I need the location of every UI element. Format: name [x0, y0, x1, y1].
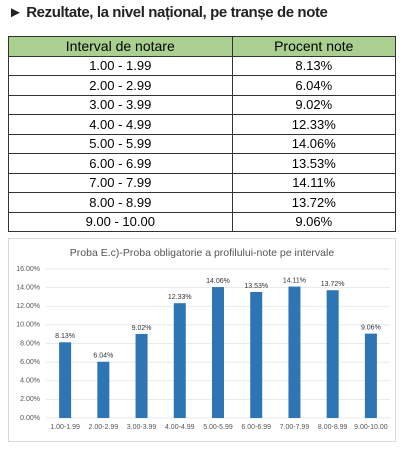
bar: [288, 286, 301, 418]
y-tick-label: 4.00%: [20, 378, 40, 385]
table-row: 2.00 - 2.99 6.04%: [8, 75, 397, 96]
table-row: 7.00 - 7.99 14.11%: [8, 172, 397, 193]
bar: [326, 290, 339, 418]
table-cell: 3.00 - 3.99: [8, 94, 233, 115]
results-table: Interval de notare Procent note 1.00 - 1.9…: [8, 36, 397, 232]
x-tick-label: 5.00-5.99: [203, 424, 233, 431]
table-cell: 9.02%: [231, 94, 397, 115]
table-cell: 14.06%: [231, 133, 397, 154]
bar: [212, 287, 224, 418]
value-label: 13.53%: [244, 283, 268, 290]
bar: [364, 333, 377, 418]
y-tick-label: 10.00%: [16, 322, 40, 329]
x-tick-label: 6.00-6.99: [241, 424, 271, 431]
table-row: 3.00 - 3.99 9.02%: [8, 94, 397, 115]
table-row: 5.00 - 5.99 14.06%: [8, 133, 397, 154]
table-cell: 13.53%: [231, 153, 397, 174]
y-tick-label: 6.00%: [20, 359, 40, 366]
x-tick-label: 1.00-1.99: [50, 424, 80, 431]
table-cell: 6.04%: [231, 75, 397, 96]
table-cell: 1.00 - 1.99: [8, 55, 233, 76]
y-tick-label: 16.00%: [16, 266, 40, 273]
x-tick-label: 4.00-4.99: [165, 424, 195, 431]
table-cell: 4.00 - 4.99: [8, 114, 233, 135]
value-label: 14.11%: [283, 277, 306, 284]
table-cell: 2.00 - 2.99: [8, 75, 233, 96]
x-tick-label: 7.00-7.99: [280, 424, 310, 431]
header-row: Interval de notare Procent note: [8, 36, 397, 57]
x-tick-label: 9.00-10.00: [354, 424, 388, 431]
table-cell: 7.00 - 7.99: [8, 172, 233, 193]
bar: [59, 342, 72, 418]
table-row: 8.00 - 8.99 13.72%: [8, 192, 397, 213]
table-cell: 8.13%: [231, 55, 397, 76]
table-cell: 9.00 - 10.00: [8, 211, 233, 232]
bar: [135, 334, 148, 418]
chart: Proba E.c)-Proba obligatorie a profilulu…: [8, 238, 396, 442]
column-header: Procent note: [231, 36, 397, 57]
x-tick-label: 8.00-8.99: [318, 424, 348, 431]
value-label: 14.06%: [206, 278, 230, 285]
table-cell: 5.00 - 5.99: [8, 133, 233, 154]
value-label: 13.72%: [321, 281, 345, 288]
bar: [173, 303, 186, 418]
table-row: 6.00 - 6.99 13.53%: [8, 153, 397, 174]
table-cell: 13.72%: [231, 192, 397, 213]
chart-title: Proba E.c)-Proba obligatorie a profilulu…: [70, 247, 335, 259]
value-label: 6.04%: [93, 353, 113, 360]
y-tick-label: 0.00%: [20, 415, 40, 422]
y-tick-label: 8.00%: [20, 340, 40, 347]
table-row: 1.00 - 1.99 8.13%: [8, 55, 397, 76]
column-header: Interval de notare: [8, 36, 233, 57]
bar: [97, 361, 110, 418]
bar: [250, 292, 263, 418]
value-label: 12.33%: [168, 294, 192, 301]
x-tick-label: 3.00-3.99: [127, 424, 157, 431]
table-cell: 12.33%: [231, 114, 397, 135]
table-cell: 6.00 - 6.99: [8, 153, 233, 174]
table-row: 9.00 - 10.00 9.06%: [8, 211, 397, 232]
table-cell: 8.00 - 8.99: [8, 192, 233, 213]
value-label: 9.02%: [132, 325, 152, 332]
x-tick-label: 2.00-2.99: [89, 424, 119, 431]
value-label: 8.13%: [55, 333, 75, 340]
y-tick-label: 2.00%: [20, 396, 40, 403]
table-cell: 9.06%: [231, 211, 397, 232]
table-row: 4.00 - 4.99 12.33%: [8, 114, 397, 135]
section-title: ► Rezultate, la nivel național, pe tranș…: [8, 4, 328, 21]
table-cell: 14.11%: [231, 172, 397, 193]
value-label: 9.06%: [361, 324, 381, 331]
y-tick-label: 12.00%: [16, 303, 40, 310]
y-tick-label: 14.00%: [16, 284, 40, 291]
